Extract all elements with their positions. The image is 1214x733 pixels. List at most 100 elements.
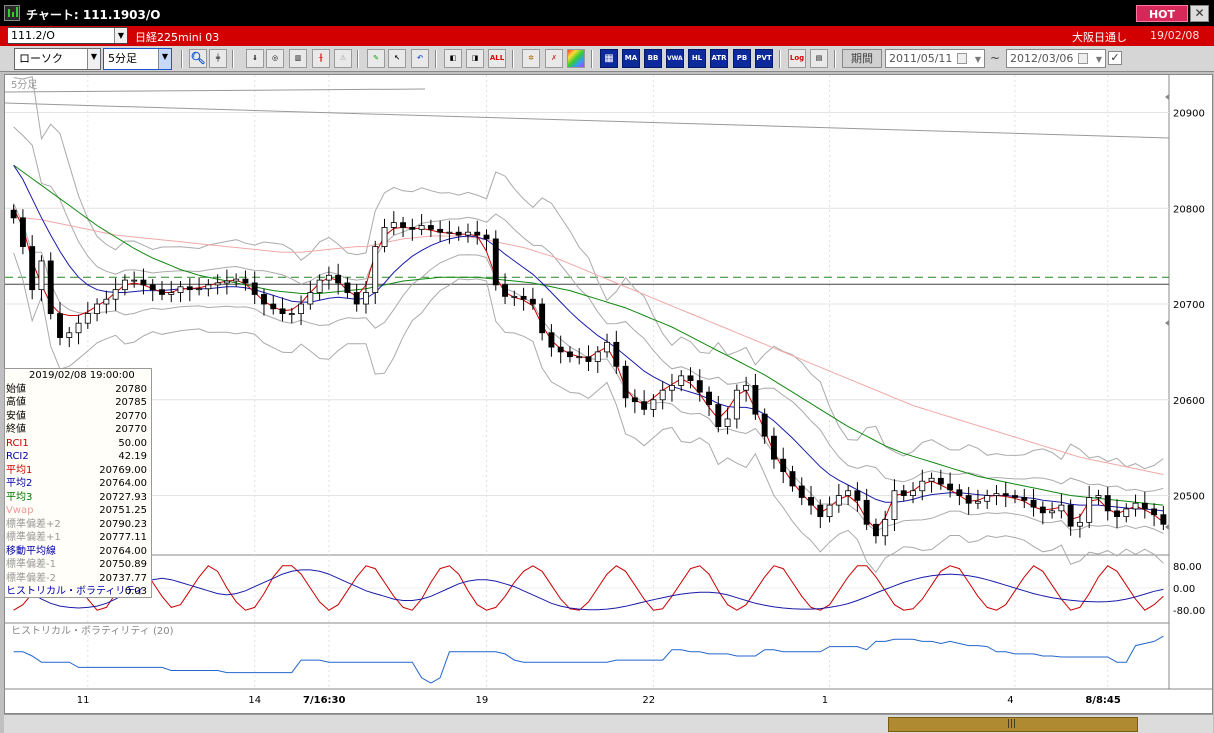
shift-left-icon[interactable]: ◧ (444, 49, 462, 68)
bollinger-upper-1 (13, 126, 1164, 493)
candle-body (678, 375, 685, 386)
cursor-icon[interactable]: ↖ (388, 49, 406, 68)
candle-body (455, 231, 462, 236)
info-label: 平均3 (6, 491, 33, 503)
interval-value: 5分足 (108, 52, 137, 65)
show-all-button[interactable]: ALL (488, 49, 506, 68)
chart-type-select[interactable]: ローソク ▼ (14, 48, 101, 70)
time-tick-label: 22 (642, 695, 655, 706)
candle-body (409, 227, 416, 230)
undo-icon[interactable]: ↶ (411, 49, 429, 68)
market-name: 大阪日通し (1072, 31, 1127, 44)
atr-button[interactable]: ATR (710, 49, 728, 68)
info-row: RCI1 50.00 (5, 437, 151, 451)
candle-body (47, 260, 54, 315)
candle-body (733, 389, 740, 420)
info-row: 標準偏差-2 20737.77 (5, 572, 151, 586)
symbol-select[interactable]: 111.2/O ▼ (7, 27, 128, 44)
grid-icon[interactable]: ╪ (209, 49, 227, 68)
apply-period-checkbox[interactable]: ✓ (1108, 51, 1122, 65)
date-to-field[interactable]: 2012/03/06 ▼ (1006, 49, 1106, 68)
chevron-down-icon[interactable]: ▼ (158, 49, 171, 69)
trendline (5, 102, 1170, 139)
info-label: ヒストリカル・ボラティリティ (6, 586, 145, 597)
candle-body (1049, 510, 1056, 514)
info-label: 標準偏差+1 (6, 532, 61, 543)
vwap-button[interactable]: VWAP (666, 49, 684, 68)
candle-body (474, 231, 481, 236)
time-tick-label: 1 (822, 695, 828, 706)
chevron-down-icon[interactable]: ▼ (87, 49, 100, 69)
ma-button[interactable]: MA (622, 49, 640, 68)
log-scale-button[interactable]: Log (788, 49, 806, 68)
candle-body (84, 313, 91, 324)
scroll-thumb[interactable]: ||| (888, 717, 1138, 732)
candle-body (1160, 514, 1167, 525)
calendar-icon[interactable] (957, 53, 967, 64)
time-tick-label: 11 (77, 695, 90, 706)
date-from-field[interactable]: 2011/05/11 ▼ (885, 49, 985, 68)
candle-body (539, 303, 546, 334)
candle-icon[interactable]: ╫ (312, 49, 330, 68)
time-tick-label: 7/16:30 (303, 695, 345, 706)
rci1-line (13, 565, 1164, 611)
candle-body (928, 477, 935, 482)
info-label: 標準偏差-2 (6, 572, 56, 584)
candle-body (1030, 499, 1037, 508)
settings-icon[interactable]: ✲ (522, 49, 540, 68)
candle-body (1021, 497, 1028, 501)
grip-icon[interactable]: ||| (1007, 719, 1017, 729)
chevron-down-icon[interactable]: ▼ (1095, 55, 1102, 64)
chevron-down-icon[interactable]: ▼ (114, 28, 127, 43)
vwap-line (13, 217, 1164, 475)
color-palette-icon[interactable] (567, 49, 585, 68)
candle-body (279, 308, 286, 315)
bar-chart-icon[interactable]: ▥ (289, 49, 307, 68)
date-to-value: 2012/03/06 (1010, 52, 1074, 65)
hot-button[interactable]: HOT (1136, 5, 1188, 22)
candle-body (427, 225, 434, 230)
close-icon[interactable]: ✕ (1190, 5, 1209, 22)
hl-button[interactable]: HL (688, 49, 706, 68)
candle-body (604, 341, 610, 353)
info-value: 20785 (115, 397, 147, 408)
time-scrollbar[interactable]: ||| (4, 714, 1213, 733)
zoom-in-icon[interactable]: ⇓ (246, 49, 264, 68)
calendar-icon[interactable] (1078, 53, 1088, 64)
info-label: 平均2 (6, 478, 33, 489)
zoom-out-icon[interactable]: ◎ (266, 49, 284, 68)
alert-icon[interactable]: ⚠ (334, 49, 352, 68)
candle-body (1123, 508, 1130, 518)
time-tick-label: 8/8:45 (1085, 695, 1121, 706)
pen-icon[interactable]: ✎ (367, 49, 385, 68)
candle-body (390, 222, 397, 228)
grid-layout-icon[interactable]: ▦ (600, 49, 618, 68)
bb-button[interactable]: BB (644, 49, 662, 68)
chart-area[interactable]: 5分足 20900 20800 20700 20600 20500 80.00 0.00 -80… (4, 74, 1213, 714)
candle-body (400, 222, 407, 228)
candle-body (205, 284, 212, 290)
info-row: RCI2 42.19 (5, 450, 151, 464)
interval-select[interactable]: 5分足 ▼ (103, 48, 172, 70)
toolbar-separator (181, 50, 183, 68)
symbol-bar: 111.2/O ▼ 日経225mini 03 大阪日通し 19/02/08 (0, 26, 1214, 46)
candle-body (743, 385, 750, 391)
search-icon[interactable]: 🔍︎ (189, 49, 207, 68)
info-label: 標準偏差-1 (6, 559, 56, 570)
price-chart[interactable]: 5分足 20900 20800 20700 20600 20500 80.00 0.00 -80… (5, 75, 1212, 713)
candle-body (529, 298, 536, 305)
wrench-icon[interactable]: ✗ (545, 49, 563, 68)
shift-right-icon[interactable]: ◨ (466, 49, 484, 68)
period-button[interactable]: 期間 (842, 49, 882, 68)
pvt-button[interactable]: PVT (755, 49, 773, 68)
info-row: ヒストリカル・ボラティリティ 0.03 (5, 585, 151, 599)
candle-body (168, 292, 175, 295)
candle-body (993, 493, 1000, 496)
time-tick-label: 4 (1007, 695, 1013, 706)
candle-body (576, 356, 583, 359)
chart-app-icon (4, 5, 20, 21)
chevron-down-icon[interactable]: ▼ (974, 55, 981, 64)
info-label: RCI1 (6, 437, 29, 449)
pb-button[interactable]: PB (733, 49, 751, 68)
export-icon[interactable]: ▤ (810, 49, 828, 68)
